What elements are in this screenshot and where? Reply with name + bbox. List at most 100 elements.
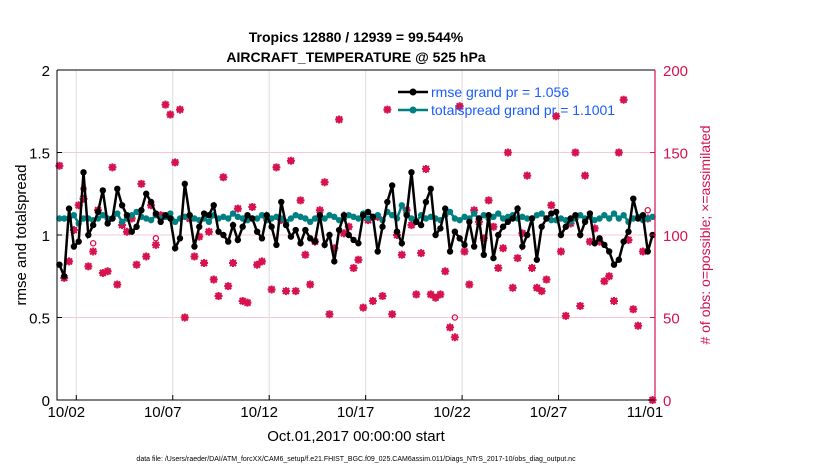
assimilated-obs-point (89, 247, 98, 256)
assimilated-obs-point (614, 148, 623, 157)
rmse-point (615, 256, 623, 263)
rmse-point (316, 212, 324, 219)
rmse-point (297, 240, 304, 247)
totalspread-point (451, 215, 459, 222)
totalspread-point (446, 208, 454, 216)
rmse-point (321, 241, 328, 249)
assimilated-obs-point (494, 264, 503, 272)
rmse-point (191, 243, 198, 250)
legend-spread-label: totalspread grand pr = 1.1001 (431, 102, 615, 118)
totalspread-point (524, 215, 531, 222)
assimilated-obs-point (229, 259, 238, 268)
assimilated-obs-point (503, 148, 512, 157)
totalspread-point (591, 216, 598, 224)
assimilated-obs-point (619, 95, 628, 104)
totalspread-point (577, 212, 584, 219)
totalspread-point (253, 215, 261, 222)
totalspread-point (422, 215, 430, 222)
totalspread-point (205, 218, 213, 225)
rmse-point (427, 185, 434, 192)
assimilated-obs-point (556, 247, 565, 256)
assimilated-obs-point (166, 110, 175, 119)
totalspread-point (56, 215, 63, 222)
totalspread-point (495, 210, 502, 217)
rmse-point (94, 208, 102, 216)
rmse-point (143, 190, 150, 197)
assimilated-obs-point (137, 179, 146, 188)
assimilated-obs-point (272, 163, 281, 172)
rmse-point (417, 221, 425, 229)
rmse-point (504, 218, 512, 225)
rmse-point (80, 169, 87, 176)
assimilated-obs-point (359, 303, 368, 312)
assimilated-obs-point (171, 158, 180, 167)
rmse-point (128, 228, 135, 235)
totalspread-point (596, 215, 603, 222)
assimilated-obs-point (335, 115, 344, 124)
rmse-point (114, 185, 121, 192)
axes: 0 0.5 1 1.5 2 10/02 10/07 10/12 10/17 10/22 10/27 1… (29, 63, 688, 421)
totalspread-point (601, 212, 608, 219)
assimilated-obs-point (103, 267, 112, 276)
rmse-point (181, 180, 188, 188)
rmse-point (422, 198, 430, 206)
y2-tick-label: 0 (663, 393, 671, 410)
rmse-point (70, 243, 78, 250)
assimilated-obs-point (392, 231, 401, 239)
assimilated-obs-point (113, 280, 122, 289)
possible-obs-point (89, 239, 97, 247)
rmse-point (432, 231, 439, 239)
grid (57, 70, 655, 400)
rmse-point (567, 215, 574, 222)
y-tick-label: 0 (42, 393, 50, 410)
assimilated-obs-point (108, 163, 117, 172)
rmse-point (215, 228, 222, 235)
assimilated-obs-point (407, 221, 416, 230)
assimilated-obs-point (214, 292, 223, 301)
assimilated-obs-point (624, 235, 633, 244)
totalspread-point (345, 212, 352, 219)
assimilated-obs-point (354, 255, 363, 264)
rmse-point (162, 212, 169, 219)
assimilated-obs-point (55, 161, 64, 170)
rmse-point (229, 221, 237, 229)
rmse-point (581, 218, 589, 225)
rmse-point (75, 238, 82, 245)
assimilated-obs-point (629, 305, 638, 314)
rmse-point (572, 212, 579, 219)
totalspread-point (297, 213, 304, 221)
rmse-point (586, 210, 594, 217)
totalspread-point (225, 215, 232, 222)
totalspread-point (461, 213, 468, 221)
x-tick-label: 11/01 (627, 404, 663, 421)
rmse-point (403, 212, 410, 219)
totalspread-point (533, 212, 541, 219)
assimilated-obs-point (151, 240, 160, 249)
totalspread-point (273, 213, 280, 221)
totalspread-point (649, 213, 656, 221)
rmse-point (524, 231, 531, 239)
rmse-point (335, 226, 343, 234)
rmse-point (239, 223, 246, 230)
assimilated-obs-point (581, 171, 590, 180)
assimilated-obs-point (224, 282, 233, 291)
totalspread-point (374, 212, 381, 219)
rmse-point (65, 205, 73, 212)
assimilated-obs-point (542, 275, 551, 284)
rmse-point (123, 212, 131, 219)
rmse-point (374, 248, 381, 255)
totalspread-point (538, 210, 545, 217)
assimilated-obs-point (547, 201, 556, 210)
assimilated-obs-point (450, 333, 459, 342)
totalspread-point (171, 218, 179, 225)
totalspread-point (114, 210, 121, 217)
totalspread-point (287, 215, 295, 222)
rmse-point (200, 210, 208, 217)
rmse-point (157, 218, 164, 225)
x-tick-label: 10/22 (433, 404, 471, 421)
assimilated-obs-point (122, 227, 131, 236)
totalspread-point (133, 208, 140, 216)
x-tick-label: 10/17 (337, 404, 375, 421)
totalspread-point (143, 215, 150, 222)
totalspread-point (519, 213, 526, 221)
